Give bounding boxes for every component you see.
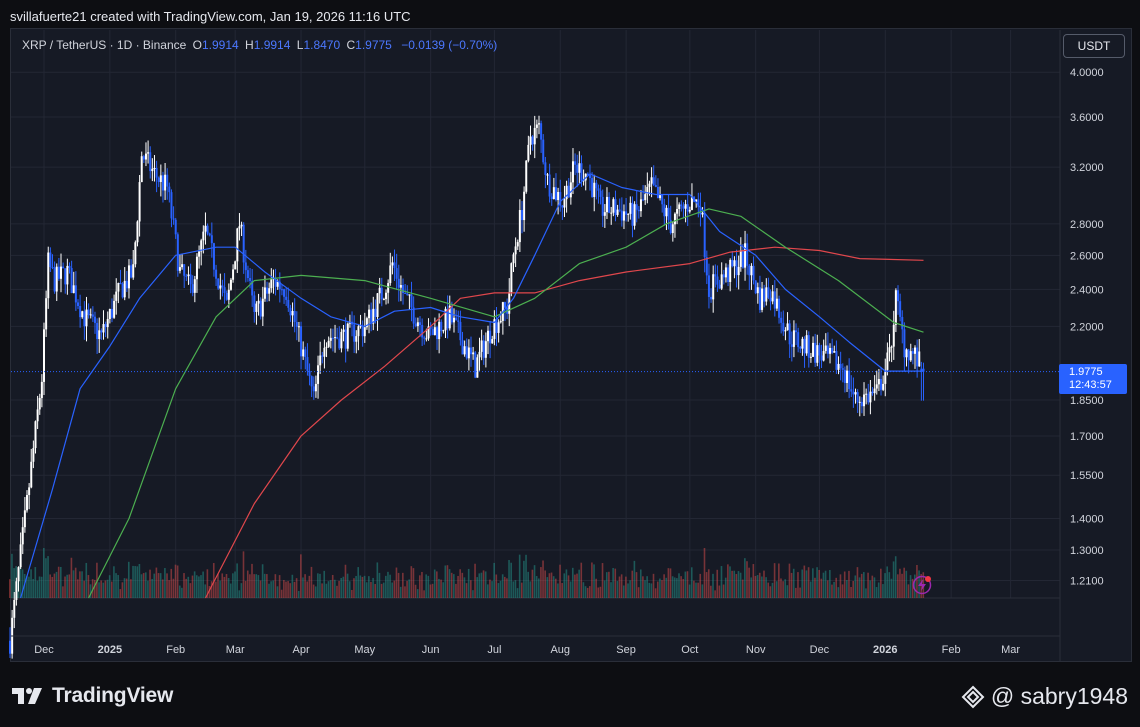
low-value: 1.8470 [303, 38, 341, 52]
watermark-user: @ sabry1948 [961, 683, 1128, 710]
tradingview-brand: TradingView [52, 684, 174, 707]
last-price-tag: 1.9775 12:43:57 [1059, 364, 1127, 394]
close-value: 1.9775 [355, 38, 392, 52]
symbol-name: XRP / TetherUS · 1D · Binance [22, 38, 187, 52]
last-price-value: 1.9775 [1069, 366, 1103, 378]
watermark-username: @ sabry1948 [990, 683, 1128, 709]
tradingview-logo[interactable]: TradingView [12, 684, 173, 708]
bar-countdown: 12:43:57 [1069, 379, 1112, 391]
chart-caption: svillafuerte21 created with TradingView.… [10, 9, 411, 24]
high-label: H [245, 38, 254, 52]
change-value: −0.0139 (−0.70%) [401, 38, 498, 52]
tradingview-logo-icon [12, 688, 42, 704]
chart-panel[interactable] [10, 28, 1132, 662]
high-value: 1.9914 [253, 38, 291, 52]
binance-square-icon [961, 685, 985, 708]
open-value: 1.9914 [201, 38, 239, 52]
low-label: L [296, 38, 304, 52]
open-label: O [192, 38, 202, 52]
flash-icon[interactable] [912, 575, 932, 595]
symbol-legend: XRP / TetherUS · 1D · Binance O1.9914 H1… [22, 38, 497, 52]
close-label: C [346, 38, 356, 52]
currency-button[interactable]: USDT [1063, 34, 1125, 58]
